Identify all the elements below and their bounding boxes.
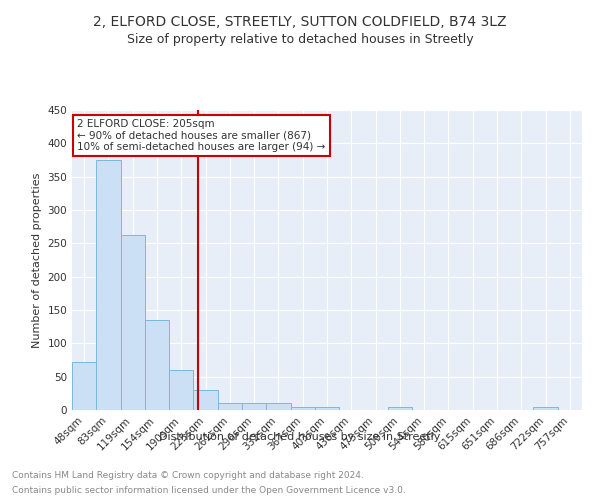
Text: Contains public sector information licensed under the Open Government Licence v3: Contains public sector information licen… <box>12 486 406 495</box>
Bar <box>218 404 242 410</box>
Bar <box>290 406 315 410</box>
Bar <box>145 320 169 410</box>
Bar <box>72 362 96 410</box>
Bar <box>242 404 266 410</box>
Bar <box>533 406 558 410</box>
Bar <box>96 160 121 410</box>
Text: 2, ELFORD CLOSE, STREETLY, SUTTON COLDFIELD, B74 3LZ: 2, ELFORD CLOSE, STREETLY, SUTTON COLDFI… <box>93 15 507 29</box>
Y-axis label: Number of detached properties: Number of detached properties <box>32 172 42 348</box>
Bar <box>315 406 339 410</box>
Text: Contains HM Land Registry data © Crown copyright and database right 2024.: Contains HM Land Registry data © Crown c… <box>12 471 364 480</box>
Bar <box>193 390 218 410</box>
Text: Distribution of detached houses by size in Streetly: Distribution of detached houses by size … <box>160 432 440 442</box>
Bar <box>266 404 290 410</box>
Text: Size of property relative to detached houses in Streetly: Size of property relative to detached ho… <box>127 32 473 46</box>
Bar <box>169 370 193 410</box>
Bar <box>121 236 145 410</box>
Text: 2 ELFORD CLOSE: 205sqm
← 90% of detached houses are smaller (867)
10% of semi-de: 2 ELFORD CLOSE: 205sqm ← 90% of detached… <box>77 119 325 152</box>
Bar <box>388 408 412 410</box>
